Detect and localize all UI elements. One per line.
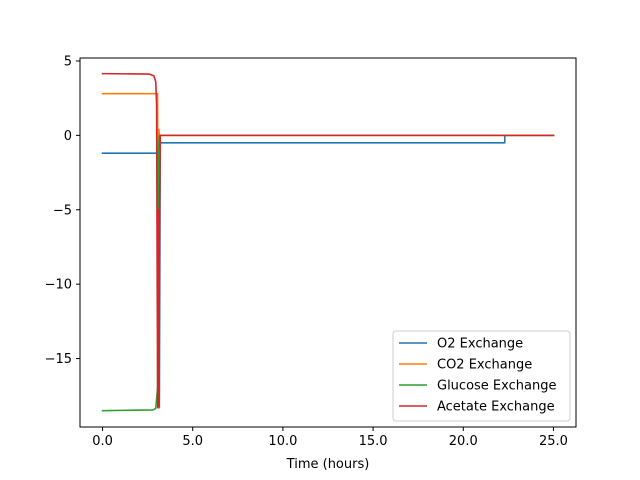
plot-lines xyxy=(101,72,555,412)
x-tick-label: 15.0 xyxy=(359,434,388,449)
x-axis: 0.0 5.0 10.0 15.0 20.0 25.0 xyxy=(92,427,568,449)
x-axis-label: Time (hours) xyxy=(286,457,370,472)
x-tick-label: 10.0 xyxy=(268,434,297,449)
y-tick-label: −10 xyxy=(45,278,72,293)
legend: O2 Exchange CO2 Exchange Glucose Exchange A… xyxy=(392,330,571,422)
series-line-4 xyxy=(101,72,555,409)
legend-label: Glucose Exchange xyxy=(437,379,556,394)
legend-label: Acetate Exchange xyxy=(437,400,555,415)
x-tick-label: 25.0 xyxy=(539,434,568,449)
y-tick-label: 0 xyxy=(64,129,72,144)
y-tick-label: −15 xyxy=(45,352,72,367)
x-tick-label: 0.0 xyxy=(92,434,113,449)
legend-label: O2 Exchange xyxy=(437,337,523,352)
x-tick-label: 20.0 xyxy=(449,434,478,449)
legend-label: CO2 Exchange xyxy=(437,358,532,373)
y-tick-label: 5 xyxy=(64,54,72,69)
legend-box xyxy=(392,330,571,422)
axes-frame xyxy=(79,57,577,428)
x-tick-label: 5.0 xyxy=(182,434,203,449)
y-axis: 5 0 −5 −10 −15 xyxy=(45,54,80,367)
y-tick-label: −5 xyxy=(53,203,72,218)
